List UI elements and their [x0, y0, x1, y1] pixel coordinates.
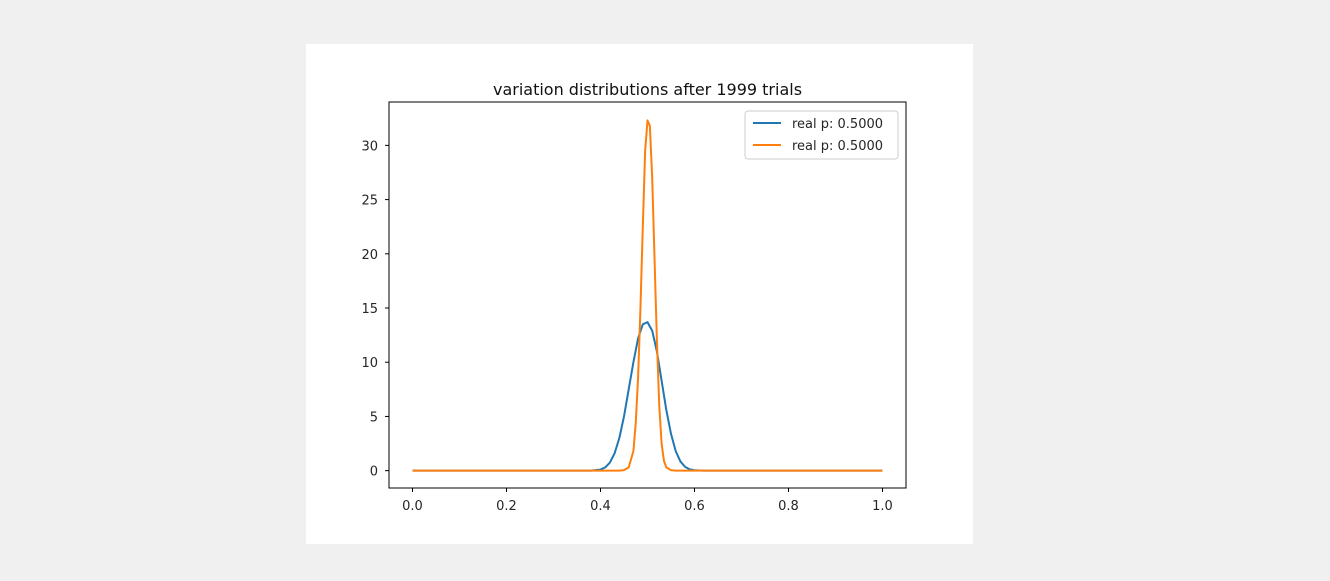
y-tick-label: 10	[361, 356, 378, 371]
chart-title: variation distributions after 1999 trial…	[493, 80, 802, 99]
x-tick-label: 0.6	[684, 499, 705, 514]
legend: real p: 0.5000 real p: 0.5000	[744, 110, 899, 160]
legend-label-1: real p: 0.5000	[792, 117, 883, 132]
y-tick-label: 5	[370, 410, 378, 425]
axes-frame	[388, 101, 907, 489]
legend-box	[744, 110, 899, 160]
x-axis: 0.0 0.2 0.4 0.6 0.8 1.0	[402, 488, 893, 514]
x-tick-label: 0.2	[496, 499, 517, 514]
y-axis: 0 5 10 15 20 25 30	[361, 139, 389, 480]
y-tick-label: 15	[361, 302, 378, 317]
y-tick-label: 30	[361, 139, 378, 154]
y-tick-label: 25	[361, 194, 378, 209]
y-tick-label: 20	[361, 248, 378, 263]
plot-area	[412, 119, 883, 472]
x-tick-label: 1.0	[872, 499, 893, 514]
y-tick-label: 0	[370, 465, 378, 480]
x-tick-label: 0.0	[402, 499, 423, 514]
legend-label-2: real p: 0.5000	[792, 139, 883, 154]
x-tick-label: 0.4	[590, 499, 611, 514]
series-line-2	[412, 119, 883, 472]
x-tick-label: 0.8	[778, 499, 799, 514]
series-line-1	[412, 321, 883, 472]
